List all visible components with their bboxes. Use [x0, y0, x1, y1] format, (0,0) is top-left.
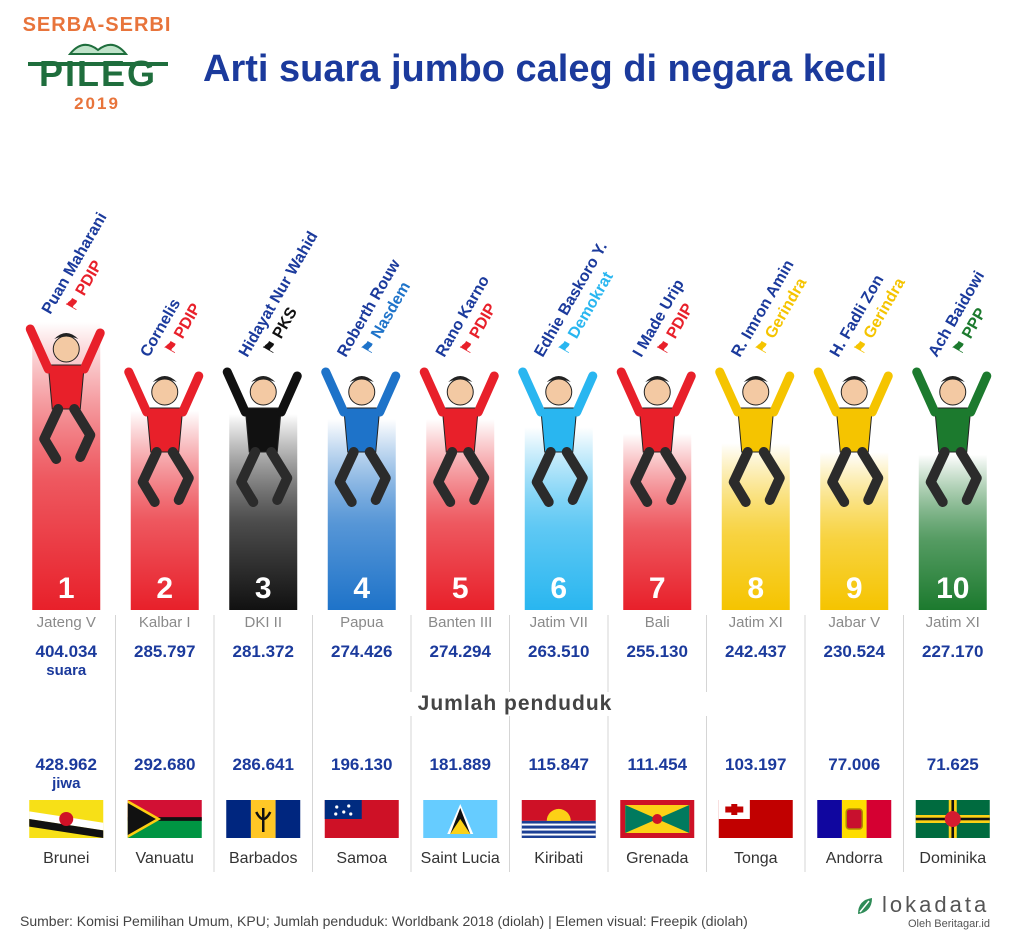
- brand-logo: lokadata Oleh Beritagar.id: [856, 892, 1016, 932]
- rank-label: 3: [255, 572, 272, 605]
- country-label: Samoa: [336, 850, 387, 867]
- rank-label: 9: [846, 572, 863, 605]
- votes-value: 263.510: [528, 642, 589, 661]
- region-label: Jatim XI: [926, 614, 980, 631]
- candidate-name-group: Rano Karno⚑ PDIP: [433, 273, 500, 360]
- candidate-figure: [518, 367, 598, 507]
- candidate-figure: [321, 367, 401, 507]
- logo-main-text: PILEG: [38, 53, 158, 94]
- candidate-figure: [813, 367, 893, 507]
- vote-bar: [623, 433, 692, 610]
- votes-value: 230.524: [824, 642, 886, 661]
- candidate-name-group: Hidayat Nur Wahid⚑ PKS: [236, 229, 322, 360]
- region-label: Jatim XI: [729, 614, 783, 631]
- source-note: Sumber: Komisi Pemilihan Umum, KPU; Juml…: [20, 913, 748, 929]
- country-label: Andorra: [826, 850, 883, 867]
- rank-label: 4: [353, 572, 370, 605]
- region-label: Kalbar I: [139, 614, 191, 631]
- candidate-figure: [419, 367, 499, 507]
- candidate-name-group: R. Imron Amin⚑ Gerindra: [728, 257, 810, 360]
- population-value: 111.454: [627, 755, 687, 774]
- country-label: Dominika: [919, 850, 986, 867]
- country-label: Saint Lucia: [421, 850, 500, 867]
- population-value: 115.847: [528, 755, 589, 774]
- region-label: Jabar V: [828, 614, 880, 631]
- population-value: 286.641: [233, 755, 294, 774]
- candidate-name-group: Edhie Baskoro Y.⚑ Demokrat: [531, 239, 617, 360]
- votes-value: 227.170: [922, 642, 983, 661]
- rank-label: 10: [936, 572, 969, 605]
- vote-bar: [524, 427, 593, 610]
- book-icon: [68, 43, 128, 55]
- candidate-figure: [222, 367, 302, 507]
- region-label: Papua: [340, 614, 384, 631]
- region-label: Banten III: [428, 614, 492, 631]
- rank-label: 8: [747, 572, 764, 605]
- votes-value: 255.130: [627, 642, 688, 661]
- barbados-flag-icon: [226, 800, 301, 838]
- candidate-figure: [25, 324, 105, 464]
- brand-subtitle: Oleh Beritagar.id: [908, 918, 990, 930]
- rank-label: 5: [452, 572, 469, 605]
- vanuatu-flag-icon: [127, 800, 202, 838]
- candidate-name-group: Cornelis⚑ PDIP: [137, 296, 204, 360]
- country-label: Tonga: [734, 850, 778, 867]
- votes-value: 285.797: [134, 642, 195, 661]
- votes-value: 274.294: [430, 642, 492, 661]
- candidate-name-group: Puan Maharani⚑ PDIP: [39, 210, 111, 317]
- brand-name: lokadata: [882, 892, 990, 917]
- country-label: Kiribati: [534, 850, 583, 867]
- grenada-flag-icon: [620, 800, 695, 838]
- region-label: Bali: [645, 614, 670, 631]
- kiribati-flag-icon: [521, 800, 596, 838]
- population-value: 71.625: [927, 755, 979, 774]
- logo-bar: [28, 62, 168, 66]
- population-value: 77.006: [828, 755, 880, 774]
- country-label: Barbados: [229, 850, 298, 867]
- votes-value: 242.437: [725, 642, 786, 661]
- country-label: Brunei: [43, 850, 89, 867]
- dominica-flag-icon: [915, 800, 990, 838]
- rank-label: 2: [156, 572, 173, 605]
- candidate-name-group: H. Fadli Zon⚑ Gerindra: [827, 272, 909, 360]
- candidate-name-group: Roberth Rouw⚑ Nasdem: [334, 256, 414, 360]
- logo-top-text: SERBA-SERBI: [22, 14, 172, 36]
- rank-label: 6: [550, 572, 567, 605]
- tonga-flag-icon: [718, 800, 793, 838]
- population-unit: jiwa: [51, 775, 81, 792]
- page-title: Arti suara jumbo caleg di negara kecil: [203, 48, 888, 90]
- population-value: 428.962: [36, 755, 97, 774]
- candidate-figure: [124, 367, 204, 507]
- samoa-flag-icon: [324, 800, 399, 838]
- candidate-name-group: Ach Baidowi⚑ PPP: [925, 268, 990, 360]
- population-value: 292.680: [134, 755, 195, 774]
- votes-unit: suara: [46, 662, 87, 679]
- candidate-figure: [616, 367, 696, 507]
- brunei-flag-icon: [29, 800, 104, 838]
- leaf-icon: [858, 898, 872, 914]
- country-label: Vanuatu: [136, 850, 194, 867]
- region-label: Jatim VII: [530, 614, 588, 631]
- country-label: Grenada: [626, 850, 688, 867]
- rank-label: 7: [649, 572, 666, 605]
- votes-value: 274.426: [331, 642, 392, 661]
- region-label: DKI II: [244, 614, 282, 631]
- logo-year-text: 2019: [74, 94, 120, 113]
- votes-value: 281.372: [233, 642, 294, 661]
- rank-label: 1: [58, 572, 75, 605]
- region-label: Jateng V: [37, 614, 96, 631]
- population-heading: Jumlah penduduk: [320, 692, 710, 716]
- votes-value: 404.034: [36, 642, 98, 661]
- candidate-figure: [912, 367, 992, 507]
- andorra-flag-icon: [817, 800, 892, 838]
- population-value: 196.130: [331, 755, 392, 774]
- saint-lucia-flag-icon: [423, 800, 498, 838]
- population-value: 181.889: [430, 755, 491, 774]
- population-value: 103.197: [725, 755, 786, 774]
- candidate-name-group: I Made Urip⚑ PDIP: [630, 277, 697, 360]
- candidate-figure: [715, 367, 795, 507]
